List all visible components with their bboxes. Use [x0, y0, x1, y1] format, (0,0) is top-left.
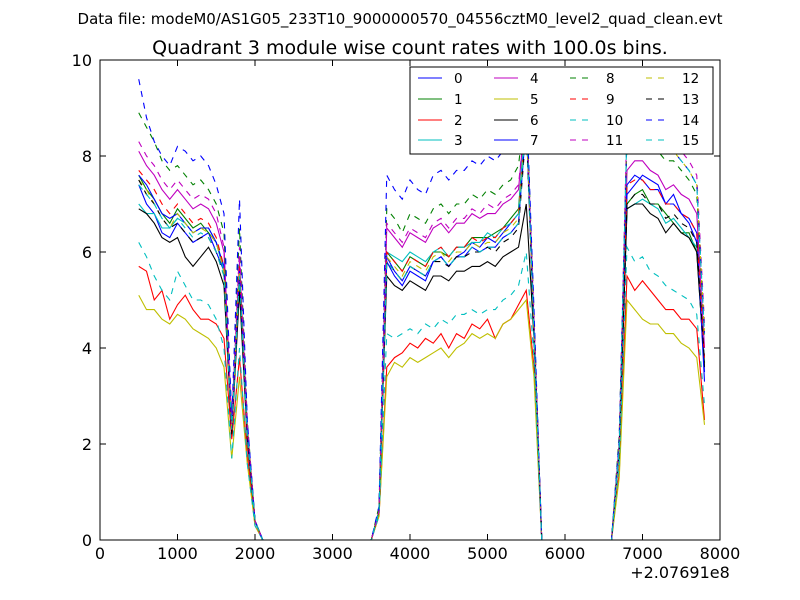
x-tick-label: 3000 — [312, 544, 353, 563]
x-tick-label: 2000 — [235, 544, 276, 563]
legend-label-13: 13 — [682, 92, 699, 108]
y-tick-label: 4 — [82, 339, 92, 358]
y-tick-label: 10 — [72, 51, 92, 70]
y-tick-label: 2 — [82, 435, 92, 454]
y-tick-label: 6 — [82, 243, 92, 262]
figure-suptitle: Data file: modeM0/AS1G05_233T10_90000005… — [78, 10, 723, 29]
x-tick-label: 7000 — [622, 544, 663, 563]
legend-label-7: 7 — [530, 133, 539, 149]
chart-title: Quadrant 3 module wise count rates with … — [152, 37, 668, 59]
legend-label-14: 14 — [682, 113, 699, 129]
legend-label-9: 9 — [606, 92, 615, 108]
legend-label-10: 10 — [606, 113, 623, 129]
x-tick-label: 5000 — [467, 544, 508, 563]
legend-label-6: 6 — [530, 113, 539, 129]
legend-label-8: 8 — [606, 71, 615, 87]
x-tick-label: 1000 — [157, 544, 198, 563]
legend-label-2: 2 — [454, 113, 463, 129]
legend-label-1: 1 — [454, 92, 463, 108]
legend-label-3: 3 — [454, 133, 463, 149]
legend-label-5: 5 — [530, 92, 539, 108]
legend-label-11: 11 — [606, 133, 623, 149]
y-tick-label: 8 — [82, 147, 92, 166]
x-tick-label: 8000 — [700, 544, 741, 563]
legend-label-0: 0 — [454, 71, 463, 87]
x-tick-label: 6000 — [545, 544, 586, 563]
x-tick-label: 4000 — [390, 544, 431, 563]
x-tick-label: 0 — [95, 544, 105, 563]
legend-label-15: 15 — [682, 133, 699, 149]
legend-label-12: 12 — [682, 71, 699, 87]
x-axis-offset-label: +2.07691e8 — [630, 563, 730, 582]
legend-label-4: 4 — [530, 71, 539, 87]
y-tick-label: 0 — [82, 531, 92, 550]
